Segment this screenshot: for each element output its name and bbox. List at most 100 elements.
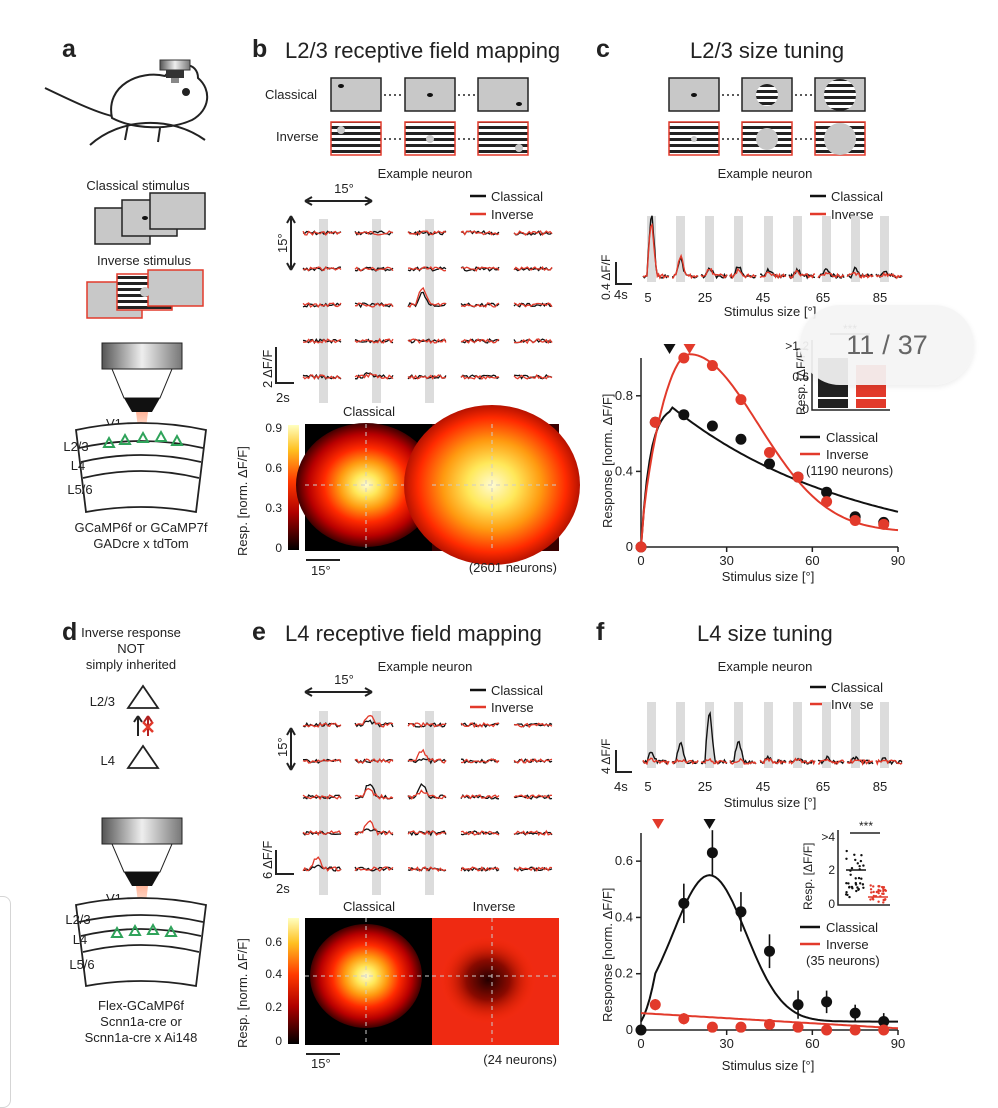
example-neuron-label: Example neuron: [718, 166, 813, 181]
inset-dot-inverse: [869, 898, 872, 901]
data-point-classical: [706, 420, 718, 432]
layer-l23-label: L2/3: [63, 439, 88, 454]
trace-inverse: [407, 374, 447, 380]
inverse-stimulus-stack: [86, 269, 204, 319]
trace-scale-bar: [275, 850, 294, 875]
layer-l4-label: L4: [71, 458, 85, 473]
tuning-chart-l4: 0 30 60 90 0 0.2 0.4 0.6: [615, 819, 905, 1051]
data-point-classical: [849, 1007, 861, 1019]
stimulus-window: [647, 702, 656, 768]
data-point-inverse: [764, 447, 775, 458]
trace-classical: [700, 711, 728, 765]
data-point-inverse: [764, 1018, 775, 1030]
caption-line-3: Scnn1a-cre x Ai148: [85, 1030, 198, 1045]
stimulus-window: [764, 702, 773, 768]
data-point-classical: [821, 996, 833, 1008]
inset-dot-inverse: [877, 900, 880, 903]
data-point-classical: [764, 458, 775, 470]
trace-inverse: [354, 372, 394, 380]
l4-label: L4: [101, 753, 115, 768]
inverse-stimulus-label: Inverse stimulus: [97, 253, 191, 268]
inset-dot-inverse: [877, 885, 881, 888]
stimulus-window: [734, 216, 743, 282]
trace-tick: 25: [698, 290, 712, 305]
inset-dot-classical: [845, 881, 848, 885]
trace-classical: [354, 866, 394, 872]
layer-l4-label: L4: [73, 932, 87, 947]
page-counter-badge[interactable]: 11 / 37: [800, 305, 974, 385]
trace-tick: 5: [644, 779, 651, 794]
inset-dot-inverse: [882, 892, 885, 895]
trace-inverse: [407, 721, 447, 728]
trace-inverse: [460, 374, 500, 380]
inset-dot-inverse: [882, 901, 885, 904]
trace-classical: [513, 794, 553, 800]
peak-marker-inverse: [683, 344, 696, 354]
inset-dot-classical: [853, 853, 856, 857]
trace-inverse: [513, 373, 553, 380]
x-tick-label: 0: [637, 1036, 644, 1051]
inset-dot-inverse: [882, 885, 886, 889]
x-tick-label: 60: [805, 553, 819, 568]
trace-inverse: [354, 266, 394, 272]
inset-dot-inverse: [870, 891, 873, 894]
stimulus-window: [851, 702, 860, 768]
data-point-inverse: [792, 1021, 804, 1033]
trace-scale-y: 0.4 ΔF/F: [599, 255, 613, 300]
row-inverse-label: Inverse: [276, 129, 319, 144]
trace-classical: [513, 230, 553, 236]
trace-inverse: [354, 302, 394, 308]
trace-inverse: [460, 866, 500, 872]
l23-neuron-icon: [126, 684, 160, 709]
chart-legend-classical: Classical: [826, 430, 878, 445]
stimulus-window: [647, 216, 656, 282]
data-point-inverse: [849, 515, 861, 527]
peak-marker-inverse: [652, 819, 665, 829]
legend-classical-label: Classical: [491, 189, 543, 204]
data-point-inverse: [649, 999, 661, 1011]
data-point-inverse: [678, 1013, 690, 1025]
row-classical-label: Classical: [265, 87, 317, 102]
chart-legend-inverse: Inverse: [826, 937, 869, 952]
data-point-inverse: [821, 1024, 833, 1036]
colorbar-label: Resp. [norm. ΔF/F]: [235, 938, 250, 1048]
trace-inverse: [302, 856, 342, 872]
inset-dot-classical: [850, 885, 854, 889]
horizontal-deg-arrow: [304, 196, 373, 206]
data-point-inverse: [735, 394, 747, 406]
stimulus-window: [319, 711, 328, 895]
trace-inverse: [302, 374, 342, 380]
trace-scale-y: 2 ΔF/F: [260, 350, 275, 388]
inset-dot-inverse: [869, 888, 873, 891]
inset-stars: ***: [859, 819, 873, 833]
stimulus-window: [372, 711, 381, 895]
inset-dot-classical: [861, 883, 865, 886]
trace-inverse: [460, 230, 500, 236]
map-inverse: [404, 405, 580, 565]
inset-dot-classical: [847, 882, 850, 885]
colorbar-tick: 0.3: [265, 501, 282, 515]
inset-dot-classical: [850, 866, 854, 870]
neuron-triangles: [110, 922, 178, 938]
inset-dot-classical: [854, 858, 857, 862]
y-tick-label: 0.2: [615, 966, 633, 981]
map-classical: [305, 918, 432, 1045]
stimulus-window: [676, 702, 685, 768]
trace-inverse: [513, 338, 553, 345]
trace-inverse: [700, 267, 728, 279]
trace-inverse: [788, 757, 816, 766]
trace-xlabel: Stimulus size [°]: [724, 795, 817, 810]
trace-inverse: [302, 338, 342, 344]
colorbar: [288, 425, 299, 550]
trace-scale-x: 2s: [276, 881, 290, 896]
map-classical-title: Classical: [343, 404, 395, 419]
y-tick-label: 0.6: [615, 853, 633, 868]
side-panel-edge[interactable]: [0, 896, 11, 1108]
example-neuron-label: Example neuron: [378, 659, 473, 674]
inset-scatter-l4: [837, 830, 890, 906]
trace-tick: 85: [873, 290, 887, 305]
stimulus-window: [705, 702, 714, 768]
trace-tick: 25: [698, 779, 712, 794]
inset-dot-classical: [848, 895, 851, 899]
x-tick-label: 30: [719, 1036, 733, 1051]
